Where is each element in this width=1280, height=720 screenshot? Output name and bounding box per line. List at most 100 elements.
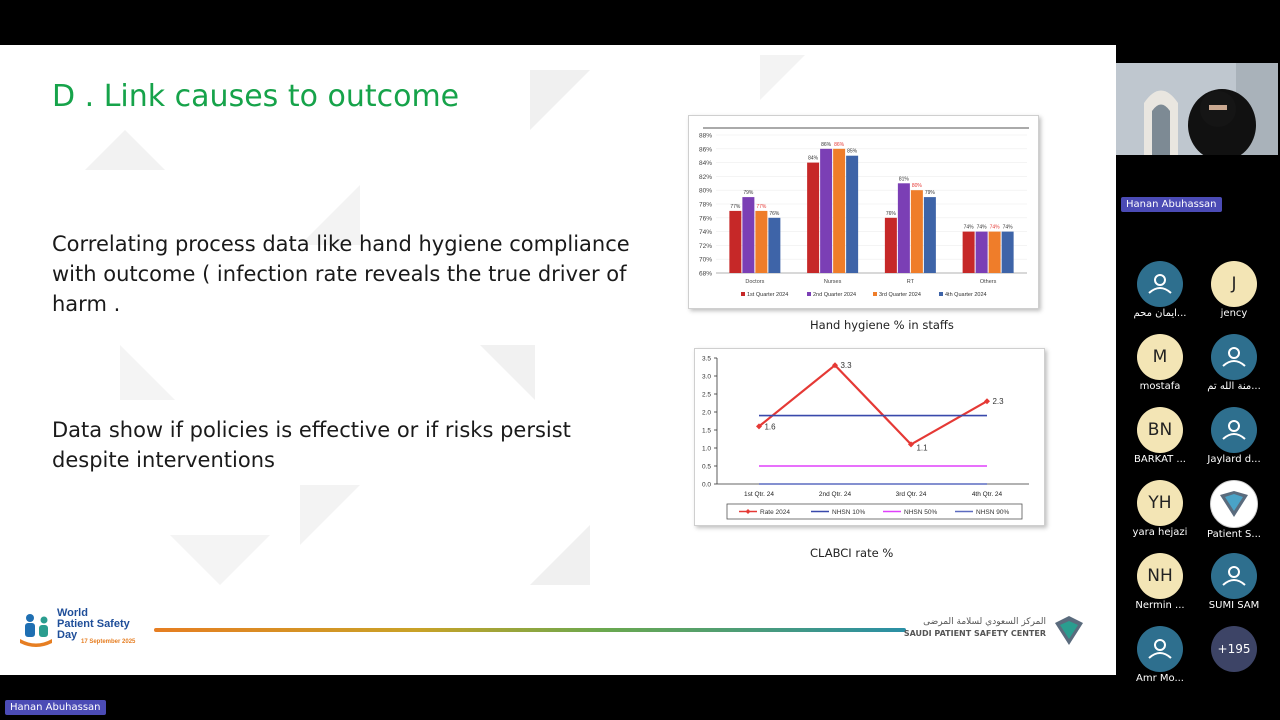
- speaker-name-tag: Hanan Abuhassan: [1121, 197, 1222, 212]
- footer-gradient-divider: [154, 628, 906, 632]
- y-tick-label: 76%: [699, 215, 712, 222]
- slide-paragraph-1: Correlating process data like hand hygie…: [52, 232, 630, 316]
- data-point: [908, 441, 914, 448]
- bar-data-label: 86%: [834, 142, 845, 148]
- participant-tile[interactable]: YH yara hejazi: [1124, 480, 1196, 550]
- bg-triangle: [300, 485, 360, 545]
- slide-paragraph-2: Data show if policies is effective or if…: [52, 418, 571, 472]
- y-tick-label: 2.0: [702, 410, 711, 417]
- hand-hygiene-chart: 68% 70% 72% 74% 76% 78% 80% 82% 84% 86% 88% 77% 79% 7…: [688, 115, 1039, 309]
- presenter-name-tag: Hanan Abuhassan: [5, 700, 106, 715]
- bar-data-label: 84%: [808, 156, 819, 162]
- participant-tile[interactable]: منة الله تم...: [1198, 334, 1270, 404]
- legend-swatch: [939, 292, 943, 296]
- bar: [820, 148, 833, 273]
- legend-label: 4th Quarter 2024: [945, 292, 987, 298]
- legend-label: 3rd Quarter 2024: [879, 292, 921, 298]
- point-data-label: 1.1: [916, 443, 928, 452]
- bar: [768, 217, 781, 273]
- bar-data-label: 77%: [756, 204, 767, 210]
- participant-tile[interactable]: SUMI SAM: [1198, 553, 1270, 623]
- participant-name: Amr Mo...: [1136, 673, 1184, 684]
- data-point: [832, 362, 838, 369]
- participant-avatar: YH: [1137, 480, 1183, 526]
- bar-data-label: 85%: [847, 149, 858, 155]
- y-tick-label: 3.5: [702, 356, 711, 363]
- y-tick-label: 82%: [699, 174, 712, 181]
- bar: [1001, 231, 1014, 273]
- participant-avatar: M: [1137, 334, 1183, 380]
- bg-triangle: [120, 345, 175, 400]
- legend-swatch: [873, 292, 877, 296]
- logo-line-1: World: [57, 607, 88, 619]
- slide-title: D . Link causes to outcome: [52, 79, 460, 114]
- clabsi-chart: 0.0 0.5 1.0 1.5 2.0 2.5 3.0 3.5 1st Qtr. 24 2nd Q…: [694, 348, 1045, 526]
- legend-label: Rate 2024: [760, 509, 790, 516]
- bg-triangle: [530, 525, 590, 585]
- bar-data-label: 86%: [821, 142, 832, 148]
- y-tick-label: 74%: [699, 229, 712, 236]
- participant-tile[interactable]: BN BARKAT ...: [1124, 407, 1196, 477]
- participant-avatar: [1137, 626, 1183, 672]
- logo-line-3: Day: [57, 629, 78, 641]
- world-patient-safety-day-logo: World Patient Safety Day 17 September 20…: [18, 608, 148, 650]
- participant-name: yara hejazi: [1132, 527, 1188, 538]
- person-icon: [1222, 347, 1246, 367]
- x-tick-label: Doctors: [745, 279, 764, 285]
- bar: [975, 231, 988, 273]
- saudi-patient-safety-center-logo: المركز السعودي لسلامة المرضى SAUDI PATIE…: [904, 613, 1086, 649]
- participant-tile[interactable]: Jaylard d...: [1198, 407, 1270, 477]
- legend-swatch: [741, 292, 745, 296]
- bg-triangle: [85, 130, 165, 170]
- y-tick-label: 86%: [699, 146, 712, 153]
- clabsi-line-chart-svg: 0.0 0.5 1.0 1.5 2.0 2.5 3.0 3.5 1st Qtr. 24 2nd Q…: [702, 356, 1029, 520]
- spsc-emblem-icon: [1055, 616, 1083, 645]
- participant-tile[interactable]: Patient S...: [1198, 480, 1270, 550]
- speaker-video[interactable]: [1116, 63, 1278, 155]
- participant-name: jency: [1220, 308, 1248, 319]
- bar: [884, 217, 897, 273]
- patient-safety-figures-icon: [20, 614, 52, 647]
- bar: [897, 183, 910, 273]
- x-tick-label: 1st Qtr. 24: [744, 491, 774, 498]
- bg-triangle: [170, 535, 270, 585]
- participant-name: منة الله تم...: [1207, 381, 1261, 392]
- speaker-video-frame: [1116, 63, 1278, 155]
- person-icon: [1148, 274, 1172, 294]
- patient-safety-logo-icon: [1220, 491, 1248, 517]
- participant-name: Jaylard d...: [1207, 454, 1261, 465]
- bar: [729, 210, 742, 273]
- participant-tile[interactable]: Amr Mo...: [1124, 626, 1196, 696]
- chart-caption-hand-hygiene: Hand hygiene % in staffs: [810, 318, 954, 332]
- participant-avatar: NH: [1137, 553, 1183, 599]
- participant-tile[interactable]: NH Nermin ...: [1124, 553, 1196, 623]
- participant-tile[interactable]: +195: [1198, 626, 1270, 696]
- x-tick-label: Nurses: [824, 279, 842, 285]
- x-tick-label: 2nd Qtr. 24: [819, 491, 852, 498]
- logo-text: World Patient Safety Day: [57, 608, 130, 641]
- participant-name: Nermin ...: [1135, 600, 1185, 611]
- y-tick-label: 70%: [699, 257, 712, 264]
- bar-data-label: 76%: [886, 211, 897, 217]
- series-line: [758, 363, 988, 446]
- bar-data-label: 80%: [912, 183, 923, 189]
- logo-line-2: Patient Safety: [57, 618, 130, 630]
- legend-label: NHSN 50%: [904, 509, 937, 516]
- presentation-slide: D . Link causes to outcome Correlating p…: [0, 45, 1116, 675]
- x-tick-label: 4th Qtr. 24: [972, 491, 1003, 498]
- y-tick-label: 3.0: [702, 374, 711, 381]
- bar: [846, 155, 859, 273]
- participant-tile[interactable]: ايمان محم...: [1124, 261, 1196, 331]
- y-tick-label: 0.5: [702, 464, 711, 471]
- point-data-label: 3.3: [840, 361, 852, 370]
- bar: [962, 231, 975, 273]
- participant-avatar: [1211, 334, 1257, 380]
- bar-data-label: 77%: [730, 204, 741, 210]
- y-tick-label: 1.0: [702, 446, 711, 453]
- y-tick-label: 72%: [699, 243, 712, 250]
- participant-avatar: J: [1211, 261, 1257, 307]
- bar-data-label: 81%: [899, 176, 910, 182]
- x-tick-label: RT: [907, 279, 915, 285]
